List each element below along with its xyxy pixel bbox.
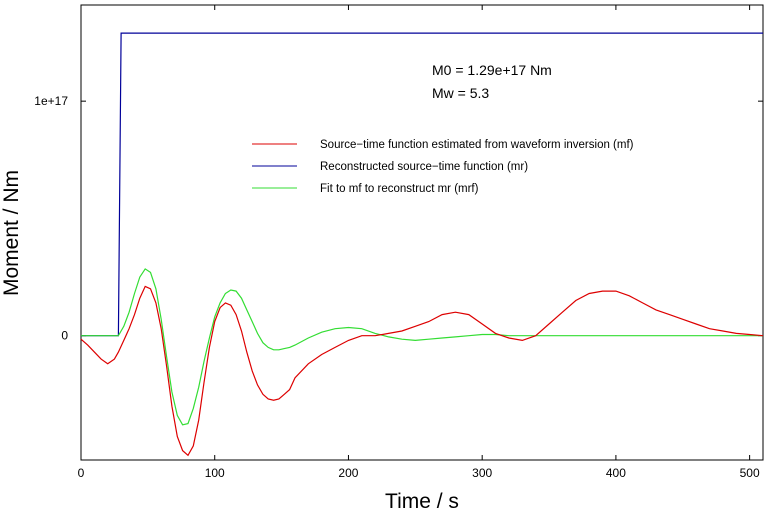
y-tick-label: 1e+17 [34,94,68,108]
x-tick-label: 100 [205,466,225,480]
annotation-mw: Mw = 5.3 [432,85,489,101]
legend: Source−time function estimated from wave… [252,139,634,195]
plot-frame [80,4,764,461]
tick-labels: 0 100 200 300 400 500 0 1e+17 [34,94,760,480]
y-axis-title: Moment / Nm [0,170,23,296]
x-tick-label: 300 [472,466,492,480]
annotation-m0: M0 = 1.29e+17 Nm [432,62,552,78]
x-tick-label: 400 [606,466,626,480]
axis-ticks [80,5,763,460]
legend-label-mf: Source−time function estimated from wave… [320,139,634,151]
legend-label-mr: Reconstructed source−time function (mr) [320,161,528,173]
x-tick-label: 0 [78,466,85,480]
legend-label-mrf: Fit to mf to reconstruct mr (mrf) [320,183,479,195]
x-tick-label: 500 [740,466,760,480]
series-line-mrf [81,268,763,426]
x-tick-label: 200 [338,466,358,480]
series-line-mf [80,285,764,457]
series-lines [80,32,764,457]
y-tick-label: 0 [61,329,68,343]
x-axis-title: Time / s [385,490,459,512]
